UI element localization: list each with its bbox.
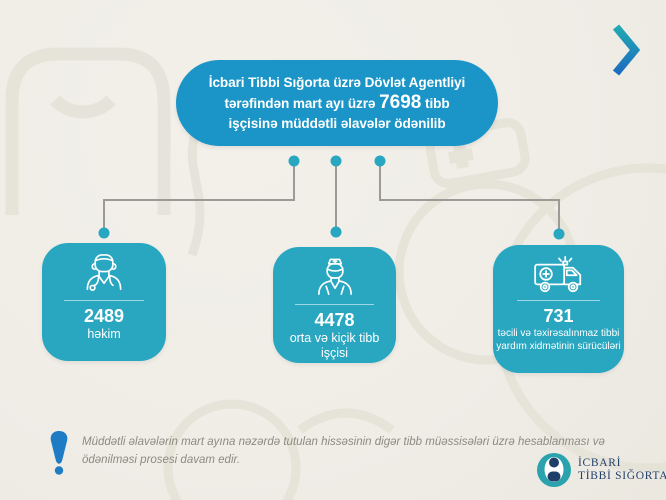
header-line2-pre: tərəfindən mart ayı üzrə xyxy=(224,95,380,111)
doctor-icon xyxy=(42,243,166,295)
stat-value-nurses: 4478 xyxy=(314,310,355,330)
agency-logo-icon xyxy=(537,453,571,487)
card-divider xyxy=(64,300,144,301)
ambulance-icon xyxy=(493,245,624,295)
stat-card-nurses: 4478 orta və kiçik tibb işçisi xyxy=(273,247,396,363)
nurse-icon xyxy=(273,247,396,299)
card-divider xyxy=(295,304,374,305)
stat-card-drivers: 731 təcili və təxirəsalınmaz tibbi yardı… xyxy=(493,245,624,373)
header-banner: İcbari Tibbi Sığorta üzrə Dövlət Agentli… xyxy=(176,60,498,146)
header-line2-post: tibb xyxy=(421,95,450,111)
stat-value-doctors: 2489 xyxy=(83,306,125,326)
logo-line1: İCBARİ xyxy=(578,457,622,469)
logo-line2: TİBBİ SIĞORTA xyxy=(578,470,666,482)
header-line1: İcbari Tibbi Sığorta üzrə Dövlət Agentli… xyxy=(208,74,466,90)
footnote-text: Müddətli əlavələrin mart ayına nəzərdə t… xyxy=(82,436,605,466)
header-total-count: 7698 xyxy=(379,91,422,113)
agency-logo-text: İCBARİ TİBBİ SIĞORTA xyxy=(578,457,666,483)
card-divider xyxy=(516,300,601,301)
chevron-right-icon xyxy=(612,24,641,76)
stat-value-drivers: 731 xyxy=(543,306,574,326)
stat-card-doctors: 2489 həkim xyxy=(42,243,166,361)
exclamation-icon xyxy=(50,431,68,475)
stat-label-nurses: orta və kiçik tibb işçisi xyxy=(289,331,380,360)
header-line2: tərəfindən mart ayı üzrə 7698 tibb xyxy=(176,91,498,114)
agency-logo: İCBARİ TİBBİ SIĞORTA xyxy=(536,452,666,488)
stat-label-doctors: həkim xyxy=(87,327,121,341)
stat-label-drivers: təcili və təxirəsalınmaz tibbi yardım xi… xyxy=(496,328,621,352)
header-line3: işçisinə müddətli əlavələr ödənilib xyxy=(228,115,446,131)
next-arrow-button[interactable] xyxy=(610,20,642,80)
